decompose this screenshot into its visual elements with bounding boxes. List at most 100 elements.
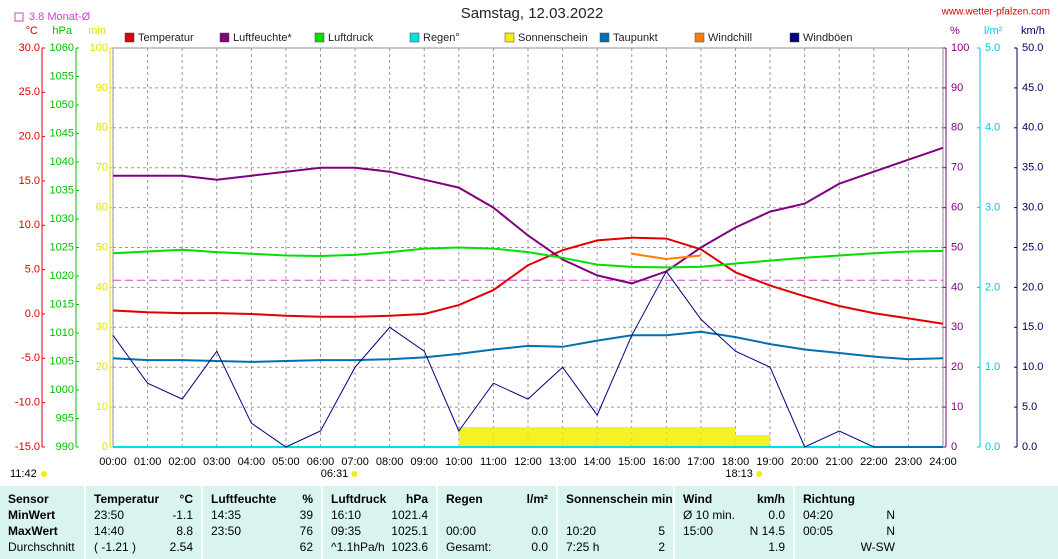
y-tick-label: 30.0 <box>1022 202 1043 214</box>
y-tick-label: 10.0 <box>19 219 40 231</box>
y-tick-label: 20.0 <box>19 131 40 143</box>
cell: 2 <box>658 540 665 554</box>
legend-swatch <box>694 32 705 43</box>
x-tick-label: 08:00 <box>376 456 404 468</box>
y-tick-label: 5.0 <box>985 42 1000 54</box>
cell: 2.54 <box>169 540 193 554</box>
x-tick-label: 02:00 <box>168 456 196 468</box>
site: www.wetter-pfalzen.com <box>941 7 1050 18</box>
updated: 11:42 <box>10 468 37 480</box>
sunshine-bar <box>631 427 667 447</box>
y-tick-label: 30.0 <box>19 42 40 54</box>
x-tick-label: 05:00 <box>272 456 300 468</box>
stats-table: Sensor Temperatur °C Luftfeuchte% Luftdruck h… <box>0 486 1058 559</box>
cell: 5 <box>658 524 665 538</box>
legend-label: Regen° <box>423 32 460 44</box>
y-tick-label: 1.0 <box>985 361 1000 373</box>
cell: 1.9 <box>768 540 785 554</box>
y-tick-label: 40.0 <box>1022 122 1043 134</box>
y-tick-label: 100 <box>90 42 108 54</box>
cell: 04:20 <box>803 508 834 522</box>
y-tick-label: 40 <box>951 281 963 293</box>
cell: 1021.4 <box>391 508 428 522</box>
row-label: Durchschnitt <box>8 540 75 554</box>
series-line <box>631 252 702 261</box>
sunshine-bar <box>528 427 563 447</box>
row-label: MinWert <box>8 508 56 522</box>
sunrise: 06:31 <box>321 468 349 480</box>
y-tick-label: 1035 <box>50 184 74 196</box>
y-tick-label: 20 <box>96 361 108 373</box>
y-tick-label: 90 <box>951 82 963 94</box>
y-tick-label: 0 <box>951 441 957 453</box>
legend-swatch <box>504 32 515 43</box>
y-tick-label: 50 <box>96 241 108 253</box>
y-tick-label: 60 <box>951 202 963 214</box>
column-separator <box>793 486 795 559</box>
y-tick-label: 10 <box>96 401 108 413</box>
axis-unit: km/h <box>1021 25 1045 37</box>
cell: Luftdruck <box>331 492 387 506</box>
cell: 23:50 <box>211 524 242 538</box>
cell: 8.8 <box>176 524 193 538</box>
legend-label: Luftdruck <box>328 32 374 44</box>
axis-unit: °C <box>26 25 38 37</box>
legend-swatch <box>789 32 800 43</box>
axis-unit: min <box>88 25 106 37</box>
x-tick-label: 07:00 <box>341 456 369 468</box>
y-tick-label: 70 <box>951 162 963 174</box>
x-tick-label: 21:00 <box>825 456 853 468</box>
column-separator <box>321 486 323 559</box>
y-tick-label: 35.0 <box>1022 162 1043 174</box>
y-tick-label: 2.0 <box>985 281 1000 293</box>
cell: Wind <box>683 492 713 506</box>
cell: ( -1.21 ) <box>94 540 137 554</box>
chart: Samstag, 12.03.2022 www.wetter-pfalzen.c… <box>10 5 1050 480</box>
y-tick-label: 70 <box>96 162 108 174</box>
y-tick-label: 1015 <box>50 298 74 310</box>
y-tick-label: -5.0 <box>21 352 40 364</box>
cell: 0.0 <box>768 508 785 522</box>
cell: hPa <box>405 492 428 506</box>
x-tick-label: 06:00 <box>307 456 335 468</box>
y-tick-label: 80 <box>96 122 108 134</box>
cell: 15:00 <box>683 524 714 538</box>
x-tick-label: 18:00 <box>722 456 750 468</box>
y-tick-label: 3.0 <box>985 202 1000 214</box>
updated-dot <box>41 471 47 477</box>
row-label: MaxWert <box>8 524 58 538</box>
cell: -1.1 <box>172 508 193 522</box>
cell: l/m² <box>526 492 548 506</box>
cell: W-SW <box>860 540 895 554</box>
x-tick-label: 15:00 <box>618 456 646 468</box>
y-tick-label: 60 <box>96 202 108 214</box>
y-tick-label: 90 <box>96 82 108 94</box>
cell: 62 <box>299 540 313 554</box>
cell: N <box>886 524 895 538</box>
x-tick-label: 16:00 <box>653 456 681 468</box>
cell: 09:35 <box>331 524 362 538</box>
cell: Temperatur <box>94 492 160 506</box>
legend-swatch <box>409 32 420 43</box>
cell: 00:00 <box>446 524 477 538</box>
sunrise-dot <box>351 471 358 477</box>
cell: 1023.6 <box>391 540 428 554</box>
x-tick-label: 23:00 <box>895 456 923 468</box>
legend-label: Windböen <box>803 32 853 44</box>
x-tick-label: 24:00 <box>929 456 957 468</box>
legend-swatch <box>124 32 135 43</box>
legend-swatch <box>314 32 325 43</box>
cell: Richtung <box>803 492 855 506</box>
cell: 76 <box>299 524 313 538</box>
y-tick-label: 0.0 <box>1022 441 1037 453</box>
cell: °C <box>179 492 193 506</box>
cell: 1025.1 <box>391 524 428 538</box>
column-separator <box>84 486 86 559</box>
x-tick-label: 22:00 <box>860 456 888 468</box>
x-tick-label: 17:00 <box>687 456 715 468</box>
x-tick-label: 00:00 <box>99 456 127 468</box>
axis-unit: % <box>950 25 960 37</box>
x-tick-label: 09:00 <box>410 456 438 468</box>
y-tick-label: 80 <box>951 122 963 134</box>
cell: Sonnenschein min <box>566 492 673 506</box>
